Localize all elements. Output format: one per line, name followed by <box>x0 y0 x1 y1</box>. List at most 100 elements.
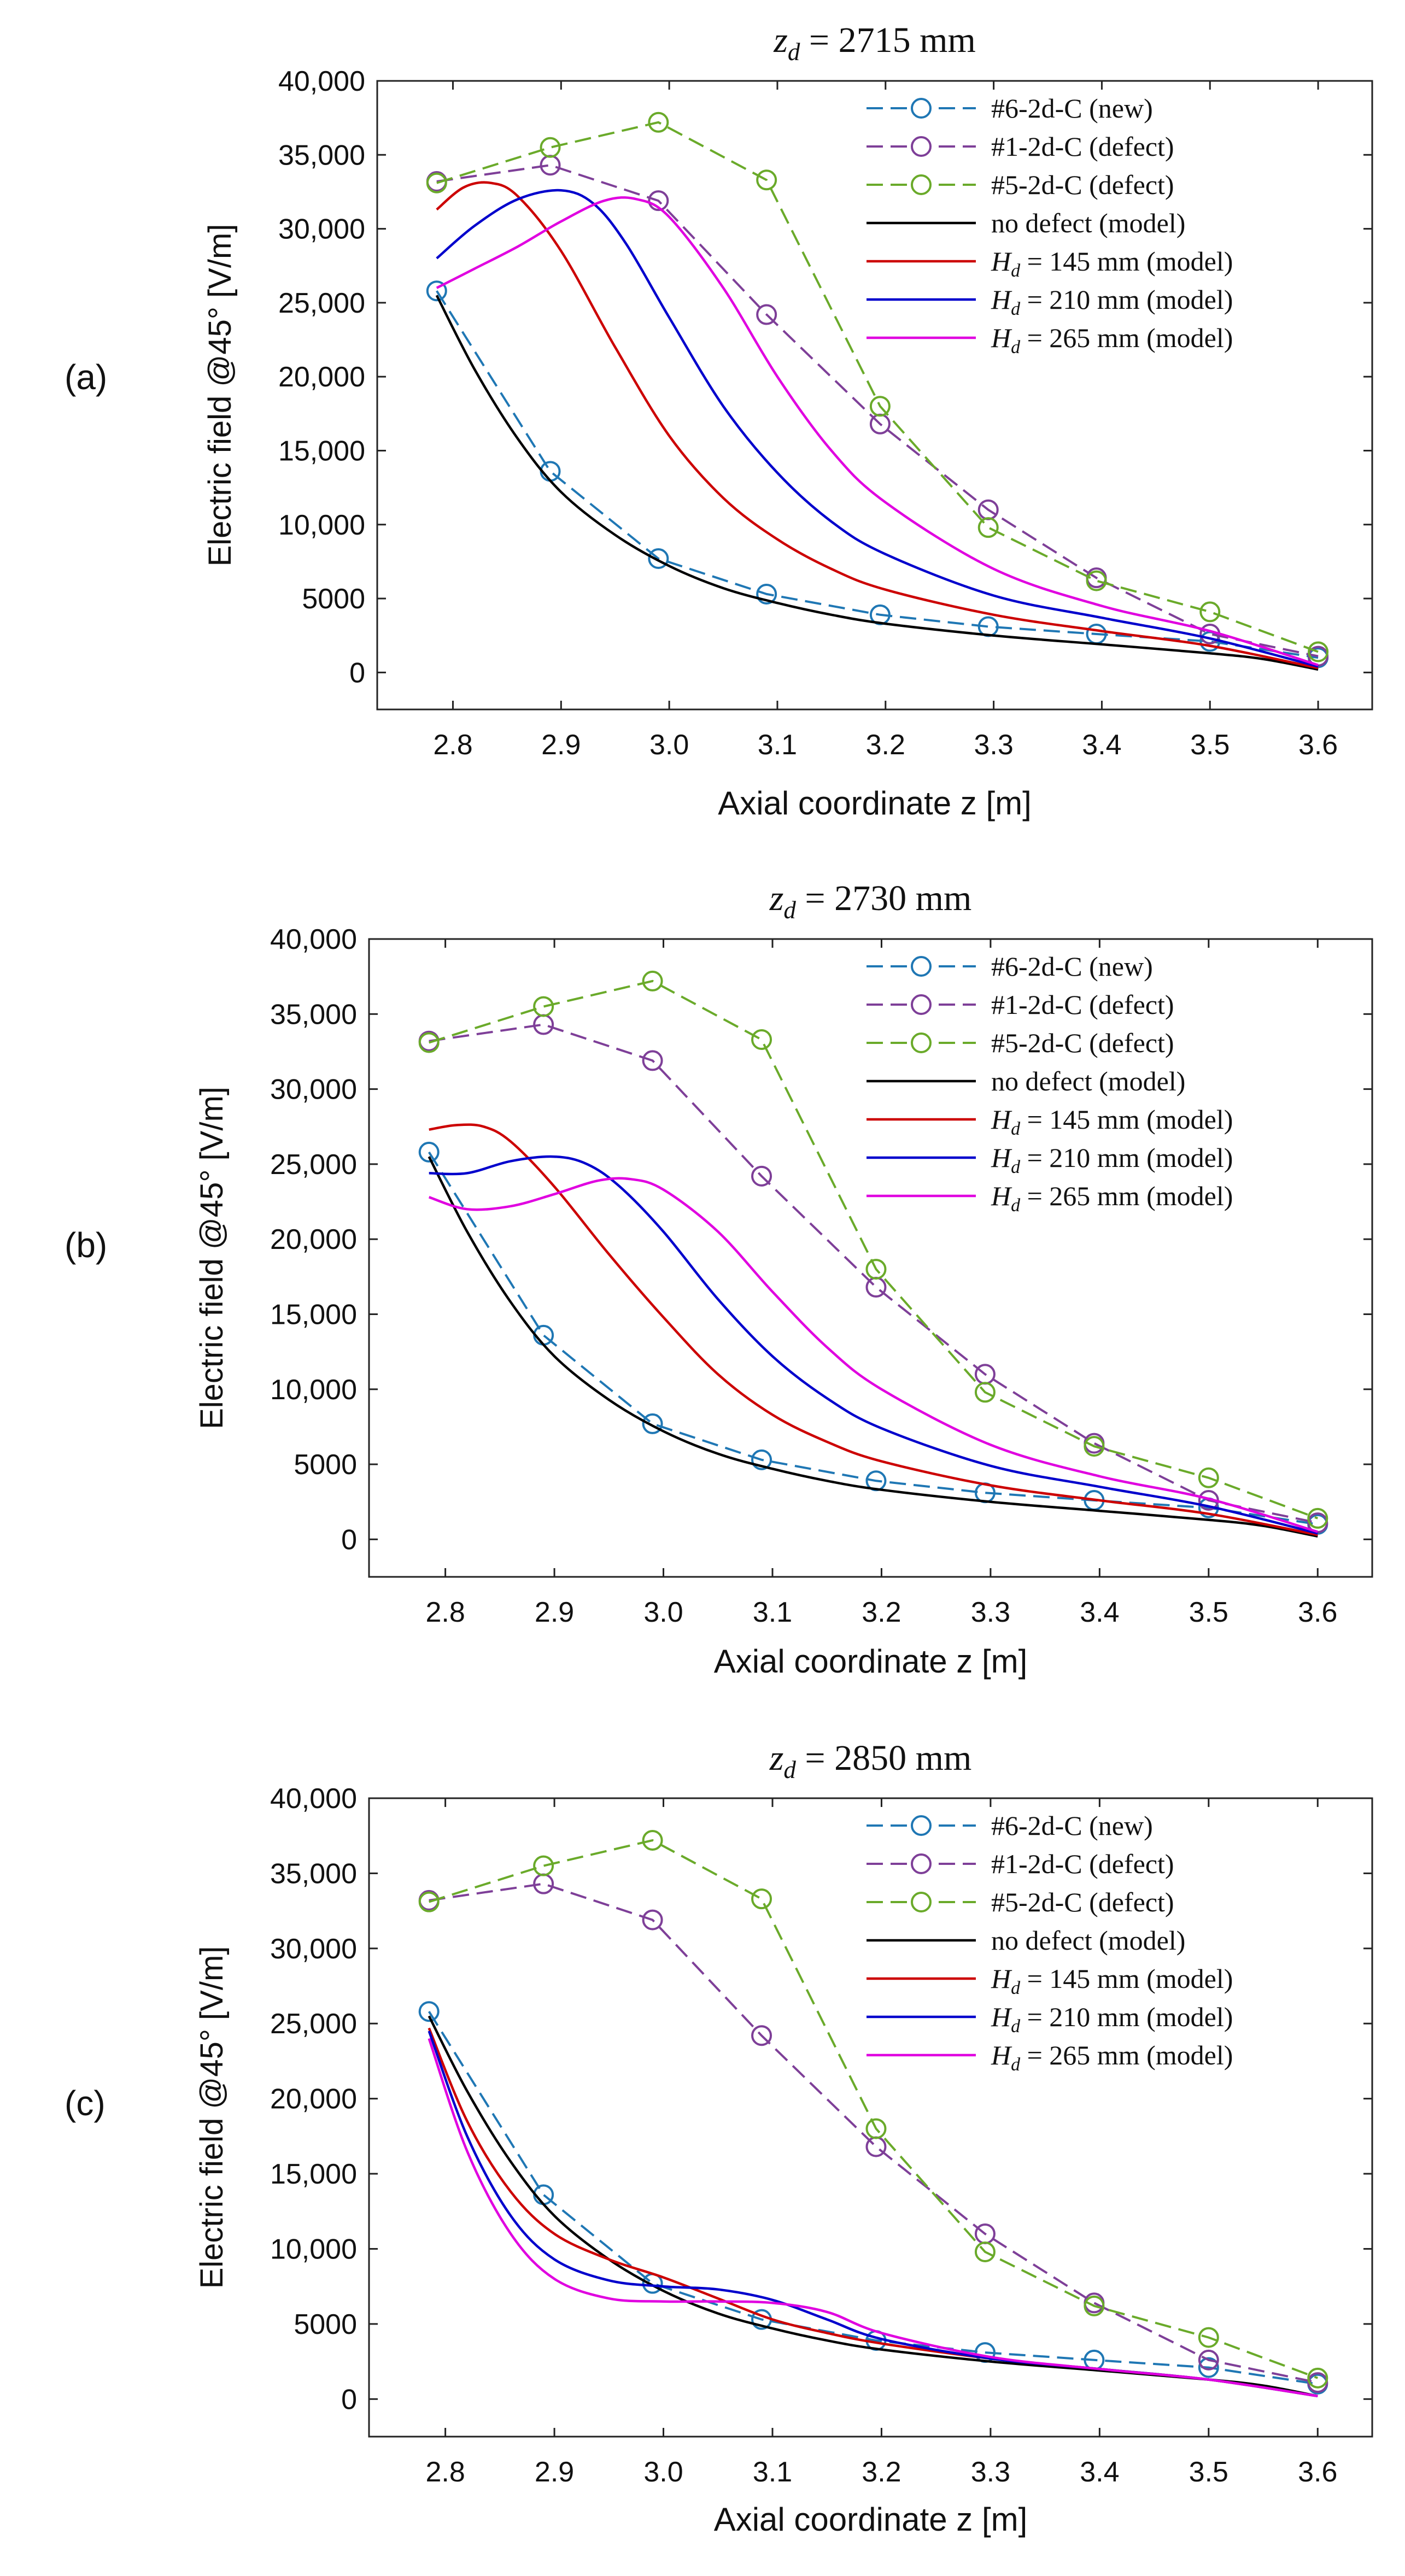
data-point <box>1198 2349 1219 2370</box>
legend-label-rest: = 265 mm (model) <box>1020 2040 1233 2070</box>
x-axis-label: Axial coordinate z [m] <box>714 1643 1028 1680</box>
legend-item: no defect (model) <box>867 1066 1185 1096</box>
legend-label: no defect (model) <box>991 1066 1185 1096</box>
data-point <box>642 1050 663 1071</box>
series-line <box>436 290 1319 659</box>
y-axis-label: Electric field @45° [V/m] <box>202 224 238 567</box>
series-4 <box>428 1156 1318 1538</box>
legend-marker <box>911 1815 932 1836</box>
x-tick-label: 2.9 <box>535 1597 574 1628</box>
legend-label-rest: = 265 mm (model) <box>1020 322 1233 353</box>
legend-label: Hd = 210 mm (model) <box>991 2002 1233 2037</box>
data-point <box>1084 2295 1105 2316</box>
series-line <box>436 189 1319 668</box>
legend-item: no defect (model) <box>867 1925 1185 1956</box>
x-tick-label: 3.6 <box>1298 729 1338 761</box>
legend-marker <box>911 956 932 977</box>
legend-item: Hd = 145 mm (model) <box>867 1963 1233 1998</box>
series-line <box>429 1839 1318 2379</box>
panel-label: (c) <box>65 2084 106 2123</box>
legend-label: #1-2d-C (defect) <box>991 1849 1174 1879</box>
series-line <box>429 1882 1318 2384</box>
series-line <box>436 196 1319 666</box>
legend-item: #6-2d-C (new) <box>867 93 1153 124</box>
series-line <box>436 181 1319 670</box>
legend-label: #5-2d-C (defect) <box>991 1028 1174 1058</box>
chart-title-var: z <box>769 1738 784 1778</box>
legend-label-rest: = 145 mm (model) <box>1020 246 1233 277</box>
series-layer <box>426 112 1329 671</box>
series-3 <box>418 1829 1328 2389</box>
legend-label: Hd = 265 mm (model) <box>991 1181 1233 1216</box>
data-point <box>756 304 777 325</box>
legend-label-sub: d <box>1011 1119 1021 1139</box>
legend-item: Hd = 265 mm (model) <box>867 2040 1233 2075</box>
series-line <box>428 1151 1318 1525</box>
data-point <box>865 1277 887 1298</box>
legend-label-rest: = 210 mm (model) <box>1020 1142 1233 1173</box>
legend-label-var: H <box>991 322 1012 353</box>
series-3 <box>426 112 1329 662</box>
x-tick-label: 3.1 <box>758 729 797 761</box>
y-tick-label: 40,000 <box>270 924 357 955</box>
legend-item: #1-2d-C (defect) <box>867 131 1174 162</box>
data-point <box>756 583 777 605</box>
legend-label-rest: = 145 mm (model) <box>1020 1963 1233 1994</box>
y-tick-label: 25,000 <box>270 2008 357 2040</box>
y-tick-label: 5000 <box>294 2309 357 2340</box>
legend-label-var: H <box>991 2002 1012 2032</box>
x-tick-label: 3.3 <box>974 729 1013 761</box>
legend-label-var: H <box>991 1142 1012 1173</box>
data-point <box>418 2001 440 2022</box>
x-tick-label: 3.3 <box>971 2456 1010 2488</box>
chart-panel-3: (c)zd = 2850 mm2.8 2.9 3.0 3.1 3.2 3.3 3.4 3.5 3… <box>65 1738 1373 2538</box>
legend-label-sub: d <box>1011 2016 1021 2037</box>
legend-item: #1-2d-C (defect) <box>867 1849 1174 1879</box>
legend-label-rest: = 210 mm (model) <box>1020 2002 1233 2032</box>
series-line <box>429 1155 1318 1535</box>
series-line <box>428 2038 1318 2398</box>
panel-label: (b) <box>65 1225 107 1265</box>
x-tick-label: 3.2 <box>862 2456 901 2488</box>
legend-item: Hd = 210 mm (model) <box>867 1142 1233 1177</box>
y-tick-label: 30,000 <box>270 1933 357 1965</box>
legend-label: Hd = 265 mm (model) <box>991 2040 1233 2075</box>
legend-item: Hd = 265 mm (model) <box>867 322 1233 357</box>
series-line <box>428 1156 1318 1538</box>
legend-label-var: H <box>991 1963 1012 1994</box>
data-point <box>418 1891 440 1912</box>
x-tick-label: 3.6 <box>1298 2456 1337 2488</box>
series-layer <box>418 1829 1328 2398</box>
chart-title-rest: = 2730 mm <box>796 878 971 918</box>
x-tick-label: 3.0 <box>643 1597 683 1628</box>
legend-label: Hd = 145 mm (model) <box>991 1963 1233 1998</box>
y-tick-label: 0 <box>341 1524 357 1556</box>
data-point <box>426 280 447 302</box>
chart-panel-1: (a)zd = 2715 mm2.8 2.9 3.0 3.1 3.2 3.3 3.4 3.5 3… <box>65 20 1373 821</box>
legend-item: #1-2d-C (defect) <box>867 989 1174 1020</box>
legend-item: Hd = 145 mm (model) <box>867 246 1233 281</box>
data-point <box>642 1413 663 1434</box>
data-point <box>865 2118 887 2139</box>
chart-title-sub: d <box>783 1756 796 1783</box>
data-point <box>1307 2367 1328 2389</box>
chart-title-sub: d <box>788 38 800 66</box>
y-tick-label: 30,000 <box>270 1074 357 1106</box>
series-line <box>428 2011 1318 2385</box>
legend-label: Hd = 210 mm (model) <box>991 1142 1233 1177</box>
series-line <box>435 295 1319 671</box>
y-tick-label: 35,000 <box>270 999 357 1030</box>
x-tick-label: 3.0 <box>643 2456 683 2488</box>
legend-label: Hd = 145 mm (model) <box>991 1104 1233 1139</box>
legend-label: #1-2d-C (defect) <box>991 989 1174 1020</box>
series-5 <box>436 181 1319 670</box>
data-point <box>533 996 554 1017</box>
x-tick-label: 2.9 <box>535 2456 574 2488</box>
data-point <box>1198 2327 1219 2348</box>
x-tick-label: 2.8 <box>425 2456 465 2488</box>
data-point <box>751 1888 772 1910</box>
series-line <box>429 979 1318 1519</box>
data-point <box>1198 2357 1219 2378</box>
legend-item: Hd = 210 mm (model) <box>867 284 1233 319</box>
x-tick-label: 3.5 <box>1189 1597 1228 1628</box>
